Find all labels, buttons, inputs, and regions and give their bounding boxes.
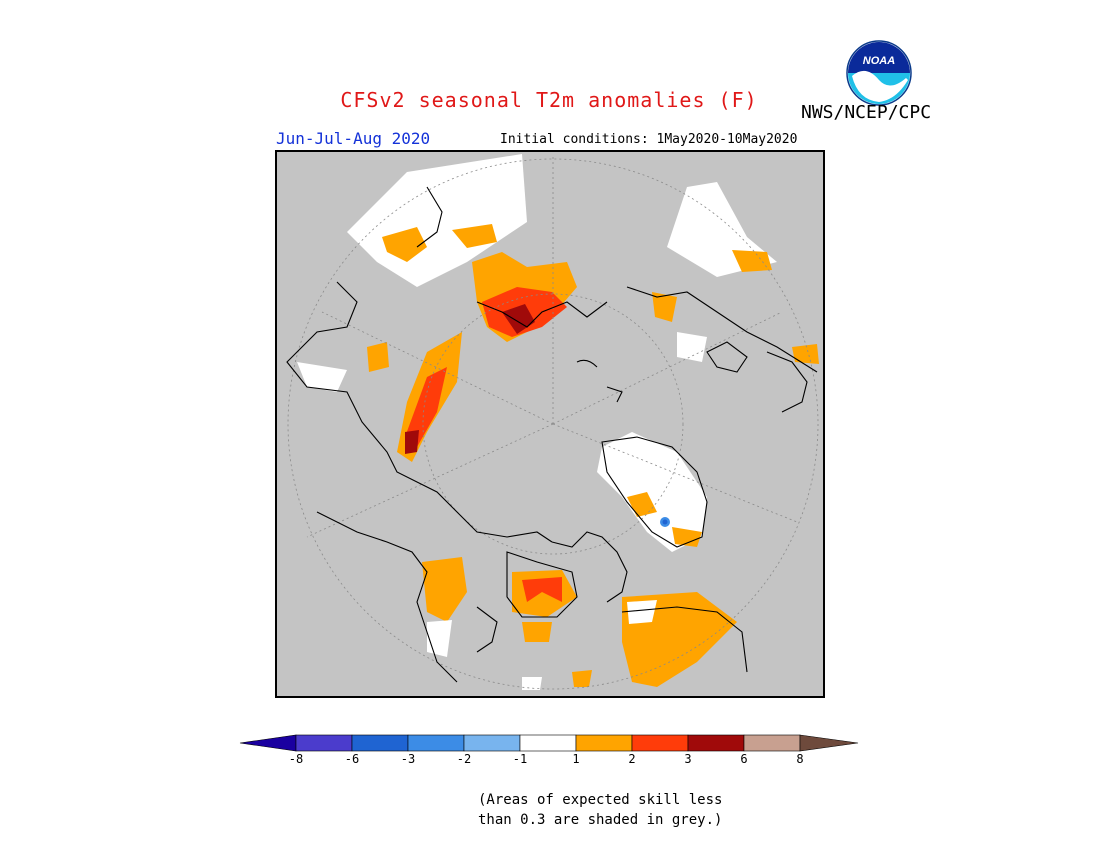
- region-warm-bottom-center: [572, 670, 592, 687]
- region-hot-west-strip: [405, 367, 447, 447]
- region-warm-northwest-2: [452, 224, 497, 248]
- colorbar-tick-label: 1: [572, 752, 580, 766]
- colorbar-tick-label: -3: [400, 752, 416, 766]
- coastlines: [286, 186, 818, 683]
- region-near-normal-east: [677, 332, 707, 362]
- region-near-normal-bottom: [522, 677, 542, 690]
- svg-text:NOAA: NOAA: [863, 55, 895, 67]
- map-canvas: [286, 154, 819, 690]
- region-warm-hudson: [512, 570, 577, 617]
- polar-map: [275, 150, 825, 698]
- colorbar-tick-label: 2: [628, 752, 636, 766]
- region-warm-greenland-2: [672, 527, 702, 547]
- region-near-normal-atlantic: [627, 600, 657, 624]
- region-very-hot-west-strip: [405, 430, 419, 454]
- region-cooler-greenland: [662, 519, 668, 525]
- skill-note-line1: (Areas of expected skill less: [478, 792, 723, 808]
- colorbar-arrow-high: [799, 734, 859, 752]
- initial-conditions-label: Initial conditions: 1May2020-10May2020: [500, 132, 798, 147]
- colorbar-box: [407, 734, 465, 752]
- colorbar-box: [463, 734, 521, 752]
- colorbar-arrow-low: [239, 734, 297, 752]
- map-title: CFSv2 seasonal T2m anomalies (F): [340, 88, 758, 112]
- region-warm-na-west: [422, 557, 467, 622]
- colorbar-box: [295, 734, 353, 752]
- region-hot-hudson: [522, 577, 562, 602]
- noaa-logo: NOAA: [846, 40, 912, 106]
- colorbar-tick-label: 8: [796, 752, 804, 766]
- region-warm-south-patch: [522, 622, 552, 642]
- region-warm-northwest-1: [382, 227, 427, 262]
- region-near-normal-west: [297, 362, 347, 392]
- colorbar-tick-label: -2: [456, 752, 472, 766]
- region-near-normal-greenland: [597, 432, 707, 552]
- region-warm-west-patch: [367, 342, 389, 372]
- graticule: [287, 157, 819, 690]
- colorbar-tick-label: -8: [288, 752, 304, 766]
- colorbar-box: [575, 734, 633, 752]
- colorbar-tick-label: -6: [344, 752, 360, 766]
- colorbar-box: [743, 734, 801, 752]
- colorbar-tick-label: -1: [512, 752, 528, 766]
- colorbar: [239, 734, 859, 752]
- skill-note-line2: than 0.3 are shaded in grey.): [478, 812, 723, 828]
- season-label: Jun-Jul-Aug 2020: [276, 129, 431, 148]
- colorbar-box: [351, 734, 409, 752]
- colorbar-box: [687, 734, 745, 752]
- region-near-normal-na-west: [427, 620, 452, 657]
- map-anomaly-regions: [297, 154, 819, 690]
- colorbar-box: [519, 734, 577, 752]
- region-warm-northeast: [732, 250, 772, 272]
- region-warm-east-edge: [792, 344, 819, 364]
- region-warm-east-coast: [652, 292, 677, 322]
- agency-label: NWS/NCEP/CPC: [801, 102, 932, 123]
- colorbar-box: [631, 734, 689, 752]
- colorbar-tick-label: 6: [740, 752, 748, 766]
- colorbar-tick-label: 3: [684, 752, 692, 766]
